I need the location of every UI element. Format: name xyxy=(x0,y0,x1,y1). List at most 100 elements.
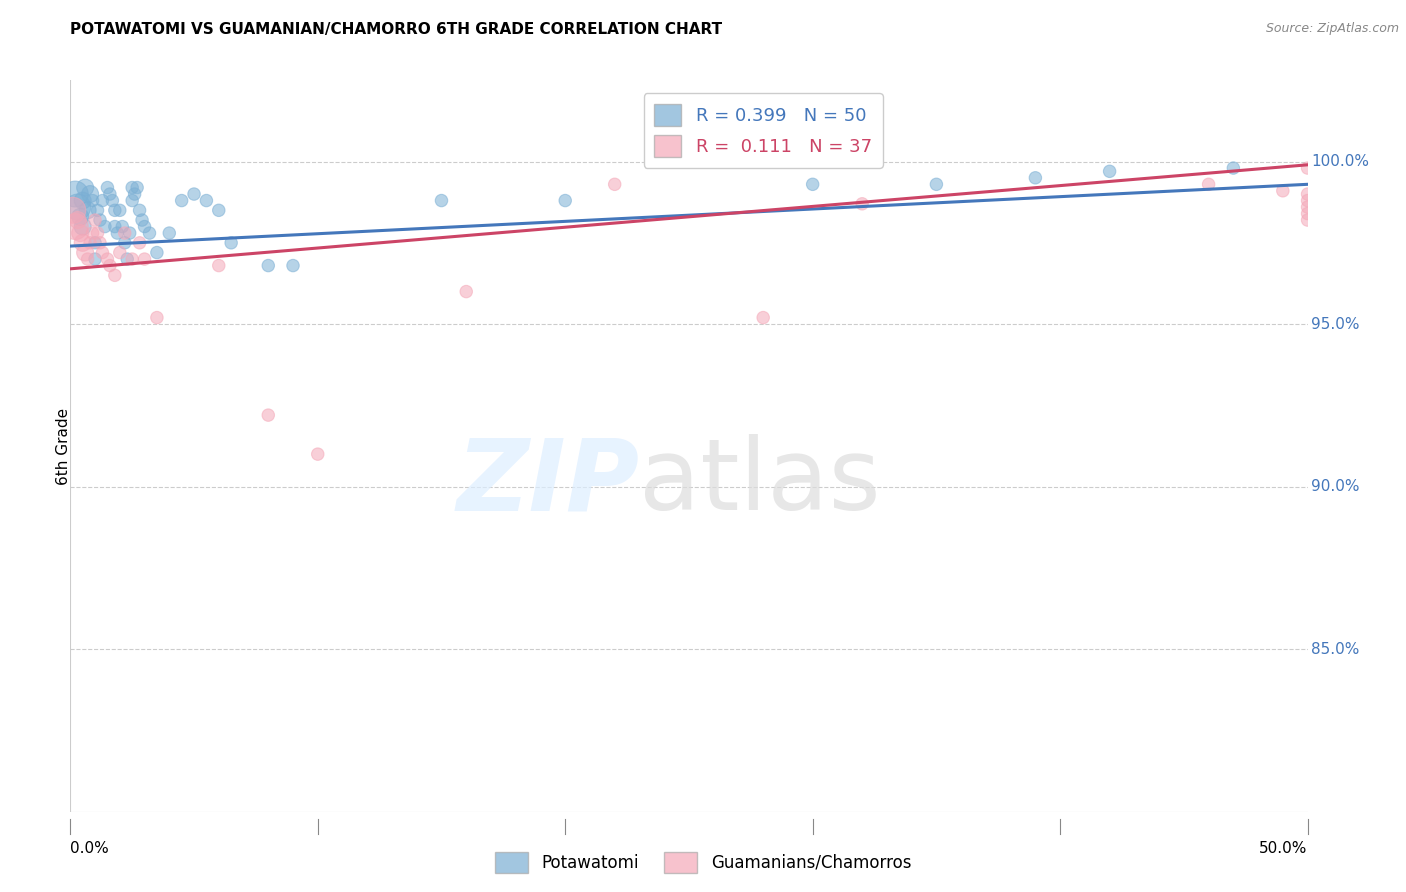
Legend: R = 0.399   N = 50, R =  0.111   N = 37: R = 0.399 N = 50, R = 0.111 N = 37 xyxy=(644,93,883,168)
Point xyxy=(86,226,108,240)
Point xyxy=(91,194,114,208)
Point xyxy=(157,226,180,240)
Point xyxy=(72,219,94,234)
Point xyxy=(128,235,150,250)
Point xyxy=(98,187,121,202)
Point xyxy=(104,203,127,218)
Point xyxy=(86,203,108,218)
Point xyxy=(89,235,111,250)
Point xyxy=(114,235,136,250)
Point xyxy=(1296,161,1319,175)
Point xyxy=(801,178,824,192)
Point xyxy=(114,226,136,240)
Point xyxy=(94,219,117,234)
Text: ZIP: ZIP xyxy=(457,434,640,531)
Point xyxy=(925,178,948,192)
Point xyxy=(603,178,626,192)
Point xyxy=(105,226,128,240)
Point xyxy=(195,194,218,208)
Point xyxy=(208,203,231,218)
Point xyxy=(76,252,98,266)
Text: 100.0%: 100.0% xyxy=(1312,154,1369,169)
Point xyxy=(75,245,97,260)
Point xyxy=(146,245,169,260)
Point xyxy=(96,180,118,194)
Point xyxy=(62,203,84,218)
Point xyxy=(134,252,156,266)
Point xyxy=(134,219,156,234)
Point xyxy=(69,210,91,224)
Text: atlas: atlas xyxy=(640,434,882,531)
Point xyxy=(1271,184,1294,198)
Point xyxy=(851,196,873,211)
Legend: Potawatomi, Guamanians/Chamorros: Potawatomi, Guamanians/Chamorros xyxy=(488,846,918,880)
Point xyxy=(79,235,101,250)
Y-axis label: 6th Grade: 6th Grade xyxy=(56,408,70,484)
Point xyxy=(1296,200,1319,214)
Text: 50.0%: 50.0% xyxy=(1260,841,1308,856)
Point xyxy=(84,213,107,227)
Text: 0.0%: 0.0% xyxy=(70,841,110,856)
Point xyxy=(108,245,131,260)
Point xyxy=(82,194,104,208)
Point xyxy=(307,447,329,461)
Point xyxy=(96,252,118,266)
Point xyxy=(79,187,101,202)
Point xyxy=(91,245,114,260)
Point xyxy=(66,200,89,214)
Point xyxy=(76,203,98,218)
Point xyxy=(108,203,131,218)
Point xyxy=(170,194,193,208)
Point xyxy=(456,285,478,299)
Point xyxy=(257,259,280,273)
Point xyxy=(104,268,127,283)
Point xyxy=(75,180,97,194)
Point xyxy=(124,187,146,202)
Point xyxy=(89,213,111,227)
Text: 90.0%: 90.0% xyxy=(1312,479,1360,494)
Point xyxy=(1098,164,1121,178)
Point xyxy=(281,259,304,273)
Point xyxy=(104,219,127,234)
Point xyxy=(84,252,107,266)
Point xyxy=(1296,187,1319,202)
Point xyxy=(1024,170,1046,185)
Point xyxy=(752,310,775,325)
Point xyxy=(65,187,87,202)
Point xyxy=(1198,178,1220,192)
Point xyxy=(208,259,231,273)
Point xyxy=(118,226,141,240)
Point xyxy=(430,194,453,208)
Point xyxy=(101,194,124,208)
Point xyxy=(72,194,94,208)
Point xyxy=(1296,213,1319,227)
Point xyxy=(183,187,205,202)
Point xyxy=(127,180,149,194)
Point xyxy=(1222,161,1244,175)
Point xyxy=(121,252,143,266)
Point xyxy=(219,235,242,250)
Point xyxy=(128,203,150,218)
Point xyxy=(554,194,576,208)
Point xyxy=(84,235,107,250)
Point xyxy=(72,235,94,250)
Point xyxy=(115,252,138,266)
Point xyxy=(146,310,169,325)
Point xyxy=(1296,206,1319,220)
Point xyxy=(69,226,91,240)
Point xyxy=(98,259,121,273)
Point xyxy=(111,219,134,234)
Text: Source: ZipAtlas.com: Source: ZipAtlas.com xyxy=(1265,22,1399,36)
Point xyxy=(121,180,143,194)
Point xyxy=(1296,194,1319,208)
Point xyxy=(257,408,280,422)
Point xyxy=(82,226,104,240)
Text: POTAWATOMI VS GUAMANIAN/CHAMORRO 6TH GRADE CORRELATION CHART: POTAWATOMI VS GUAMANIAN/CHAMORRO 6TH GRA… xyxy=(70,22,723,37)
Text: 95.0%: 95.0% xyxy=(1312,317,1360,332)
Point xyxy=(65,219,87,234)
Point xyxy=(131,213,153,227)
Text: 85.0%: 85.0% xyxy=(1312,641,1360,657)
Point xyxy=(66,213,89,227)
Point xyxy=(138,226,160,240)
Point xyxy=(121,194,143,208)
